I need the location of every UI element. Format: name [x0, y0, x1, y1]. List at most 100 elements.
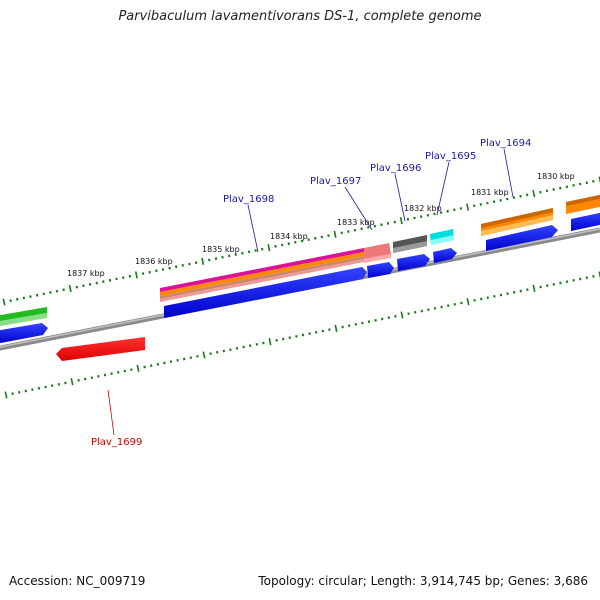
cds-forward-plav-1698[interactable] [164, 267, 367, 318]
cds-forward-plav-1694[interactable] [486, 225, 558, 251]
gene-label-plav-1694[interactable]: Plav_1694 [480, 138, 531, 149]
minor-tick [128, 274, 132, 278]
minor-tick [274, 244, 277, 248]
minor-tick [585, 181, 588, 185]
major-tick [4, 391, 8, 399]
major-tick [136, 364, 140, 372]
major-tick [333, 230, 337, 238]
minor-tick [174, 265, 178, 269]
minor-tick [115, 277, 118, 281]
cds-forward-right[interactable] [571, 212, 600, 231]
minor-tick [347, 230, 350, 233]
minor-tick [512, 196, 516, 200]
minor-tick [221, 255, 224, 259]
minor-tick [426, 213, 430, 217]
kbp-label-1830: 1830 kbp [537, 172, 575, 181]
leader-plav-1697 [344, 186, 373, 231]
minor-tick [194, 261, 198, 265]
minor-tick [35, 293, 39, 297]
major-tick [202, 351, 206, 359]
minor-tick [49, 291, 52, 294]
minor-tick [9, 299, 12, 303]
gene-label-plav-1695[interactable]: Plav_1695 [425, 151, 476, 162]
minor-tick [393, 220, 396, 224]
major-tick [399, 217, 403, 225]
minor-tick [592, 179, 595, 183]
leader-plav-1698 [247, 204, 259, 253]
minor-tick [234, 253, 237, 256]
inner-tick-track [4, 271, 600, 399]
minor-tick [519, 194, 522, 198]
minor-tick [254, 249, 257, 252]
minor-tick [433, 212, 436, 216]
minor-tick [16, 297, 19, 301]
feature-plav-1697-salmon[interactable] [364, 243, 391, 263]
gene-label-plav-1699[interactable]: Plav_1699 [91, 437, 142, 448]
minor-tick [88, 282, 92, 286]
minor-tick [247, 250, 251, 254]
minor-tick [380, 223, 383, 227]
major-tick [400, 311, 404, 319]
minor-tick [552, 188, 555, 191]
major-tick [68, 284, 72, 293]
kbp-label-1834: 1834 kbp [270, 232, 308, 241]
feature-plav-1695-cyan[interactable] [430, 229, 454, 245]
kbp-label-1836: 1836 kbp [135, 257, 173, 266]
minor-tick [459, 207, 463, 210]
minor-tick [307, 238, 310, 242]
major-tick [70, 378, 74, 386]
cds-forward-plav-1695[interactable] [433, 248, 457, 263]
minor-tick [406, 217, 410, 221]
minor-tick [108, 278, 112, 282]
minor-tick [472, 204, 476, 208]
gene-label-plav-1696[interactable]: Plav_1696 [370, 163, 421, 174]
gene-label-plav-1698[interactable]: Plav_1698 [223, 194, 274, 205]
major-tick [466, 298, 470, 306]
major-tick [2, 298, 6, 306]
cds-reverse-plav-1699[interactable] [56, 337, 145, 361]
minor-tick [565, 185, 569, 189]
minor-tick [82, 284, 85, 288]
minor-tick [578, 182, 582, 186]
major-tick [201, 257, 205, 265]
feature-plav-1696-gray[interactable] [393, 235, 427, 253]
cds-forward-left[interactable] [0, 323, 48, 344]
minor-tick [499, 198, 502, 202]
accession-text: Accession: NC_009719 [9, 574, 146, 588]
leader-plav-1699 [107, 389, 115, 436]
minor-tick [439, 211, 443, 214]
minor-tick [559, 186, 562, 190]
minor-tick [386, 221, 390, 225]
major-tick [532, 284, 536, 292]
gene-label-plav-1697[interactable]: Plav_1697 [310, 176, 361, 187]
minor-tick [188, 262, 191, 266]
major-tick [268, 338, 272, 346]
minor-tick [314, 236, 317, 240]
minor-tick [208, 258, 211, 262]
leader-plav-1696 [394, 173, 406, 222]
feature-orange-right[interactable] [566, 194, 600, 214]
minor-tick [413, 216, 416, 220]
minor-tick [155, 269, 158, 273]
feature-plav-1694-orange[interactable] [481, 208, 553, 236]
minor-tick [327, 234, 330, 238]
minor-tick [75, 285, 79, 289]
feature-plav-1698-multicolor[interactable] [160, 248, 364, 302]
minor-tick [102, 280, 105, 284]
cds-forward-plav-1696[interactable] [397, 254, 430, 271]
cds-forward-plav-1697[interactable] [367, 262, 394, 278]
topology-text: Topology: circular; Length: 3,914,745 bp… [258, 574, 588, 588]
minor-tick [340, 231, 343, 235]
minor-tick [287, 242, 290, 246]
major-tick [466, 203, 470, 211]
kbp-label-1831: 1831 kbp [471, 188, 509, 197]
minor-tick [261, 247, 264, 251]
feature-green-left[interactable] [0, 307, 47, 327]
minor-tick [492, 200, 496, 204]
minor-tick [280, 243, 284, 247]
minor-tick [141, 272, 145, 275]
minor-tick [572, 183, 575, 187]
minor-tick [294, 240, 297, 244]
kbp-label-1837: 1837 kbp [67, 269, 105, 278]
